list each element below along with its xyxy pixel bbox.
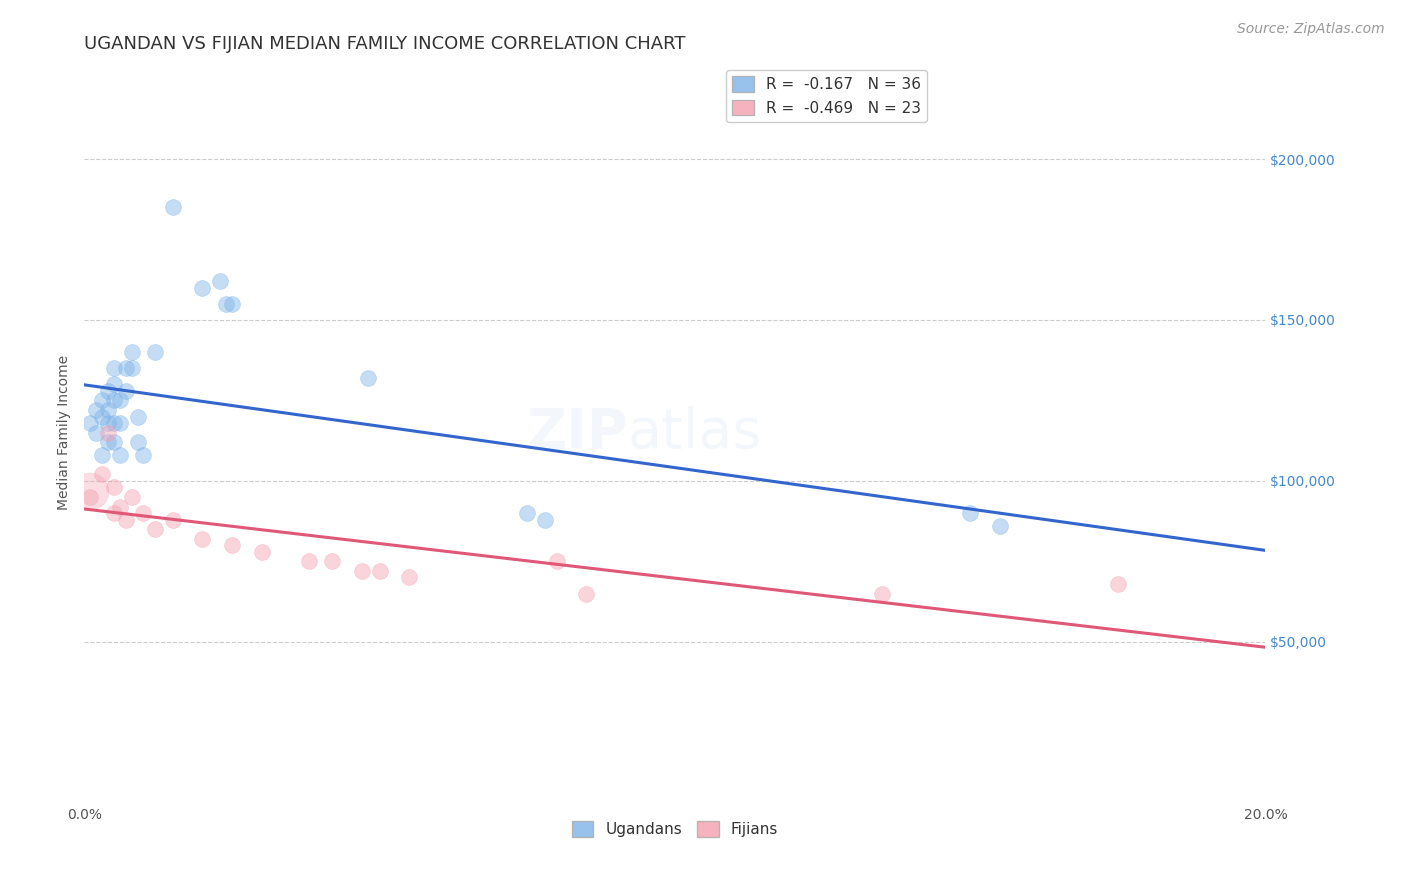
Point <box>162 200 184 214</box>
Point <box>91 409 114 424</box>
Point <box>321 554 343 568</box>
Point <box>298 554 321 568</box>
Point <box>103 435 125 450</box>
Point <box>357 371 380 385</box>
Point <box>91 448 114 462</box>
Point <box>132 506 155 520</box>
Point <box>108 416 131 430</box>
Point <box>79 483 101 498</box>
Point <box>97 425 120 440</box>
Point <box>988 519 1011 533</box>
Point <box>103 416 125 430</box>
Point <box>534 512 557 526</box>
Point <box>108 393 131 408</box>
Point <box>114 361 136 376</box>
Point <box>221 297 243 311</box>
Point <box>121 345 143 359</box>
Point <box>132 448 155 462</box>
Point <box>368 564 391 578</box>
Point <box>97 384 120 398</box>
Point <box>350 564 373 578</box>
Point <box>121 490 143 504</box>
Point <box>191 281 214 295</box>
Point <box>84 425 107 440</box>
Point <box>103 480 125 494</box>
Point <box>959 506 981 520</box>
Point <box>143 345 166 359</box>
Y-axis label: Median Family Income: Median Family Income <box>58 355 72 510</box>
Point <box>97 416 120 430</box>
Point <box>546 554 568 568</box>
Point <box>103 393 125 408</box>
Point <box>121 361 143 376</box>
Point <box>103 506 125 520</box>
Legend: Ugandans, Fijians: Ugandans, Fijians <box>565 815 785 843</box>
Point <box>215 297 238 311</box>
Point <box>108 448 131 462</box>
Point <box>127 435 149 450</box>
Point <box>127 409 149 424</box>
Point <box>84 403 107 417</box>
Point <box>103 361 125 376</box>
Point <box>209 274 232 288</box>
Point <box>870 586 893 600</box>
Point <box>114 384 136 398</box>
Point <box>79 490 101 504</box>
Point <box>143 522 166 536</box>
Point <box>97 435 120 450</box>
Text: UGANDAN VS FIJIAN MEDIAN FAMILY INCOME CORRELATION CHART: UGANDAN VS FIJIAN MEDIAN FAMILY INCOME C… <box>84 35 686 53</box>
Point <box>250 545 273 559</box>
Point <box>114 512 136 526</box>
Point <box>97 403 120 417</box>
Point <box>79 416 101 430</box>
Text: ZIP: ZIP <box>526 406 627 459</box>
Text: Source: ZipAtlas.com: Source: ZipAtlas.com <box>1237 22 1385 37</box>
Point <box>398 570 420 584</box>
Text: atlas: atlas <box>627 406 762 459</box>
Point <box>516 506 538 520</box>
Point <box>1107 577 1129 591</box>
Point <box>91 393 114 408</box>
Point <box>575 586 598 600</box>
Point <box>103 377 125 392</box>
Point <box>162 512 184 526</box>
Point <box>221 538 243 552</box>
Point <box>108 500 131 514</box>
Point <box>191 532 214 546</box>
Point <box>91 467 114 482</box>
